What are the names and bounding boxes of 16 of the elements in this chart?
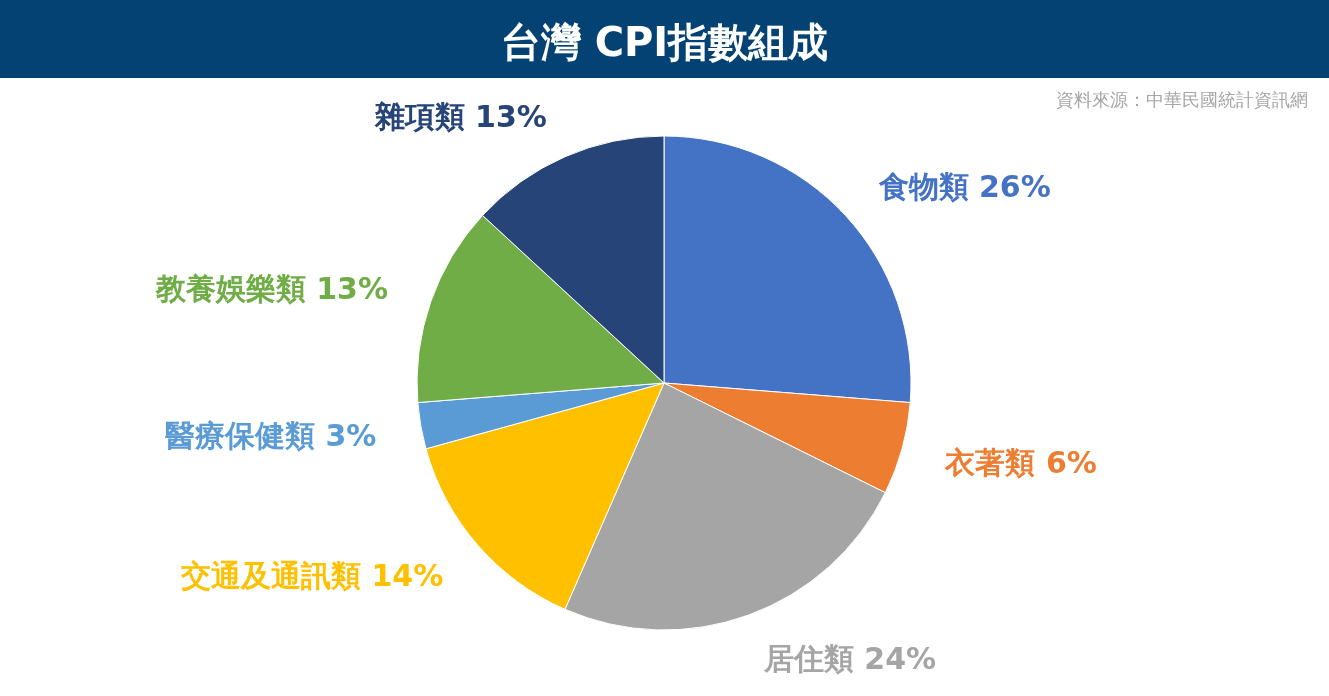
slice-label: 醫療保健類: [165, 417, 316, 453]
data-label: 13%: [464, 99, 547, 135]
slice-label: 教養娛樂類: [154, 271, 306, 307]
slice-label: 交通及通訊類: [180, 558, 362, 594]
data-label: 6%: [1035, 444, 1097, 480]
slice-label: 雜項類: [373, 99, 465, 135]
source-note: 資料來源：中華民國統計資訊網: [1056, 89, 1308, 110]
slice-label: 居住類: [762, 641, 854, 677]
data-label: 13%: [305, 271, 389, 307]
data-label: 14%: [361, 558, 444, 594]
data-label: 26%: [968, 168, 1051, 204]
slice-label: 食物類: [877, 168, 969, 204]
slice-label: 衣著類: [944, 444, 1036, 480]
data-label: 3%: [315, 417, 377, 453]
data-label: 24%: [853, 641, 937, 677]
chart-title: 台灣 CPI指數組成: [500, 19, 829, 65]
